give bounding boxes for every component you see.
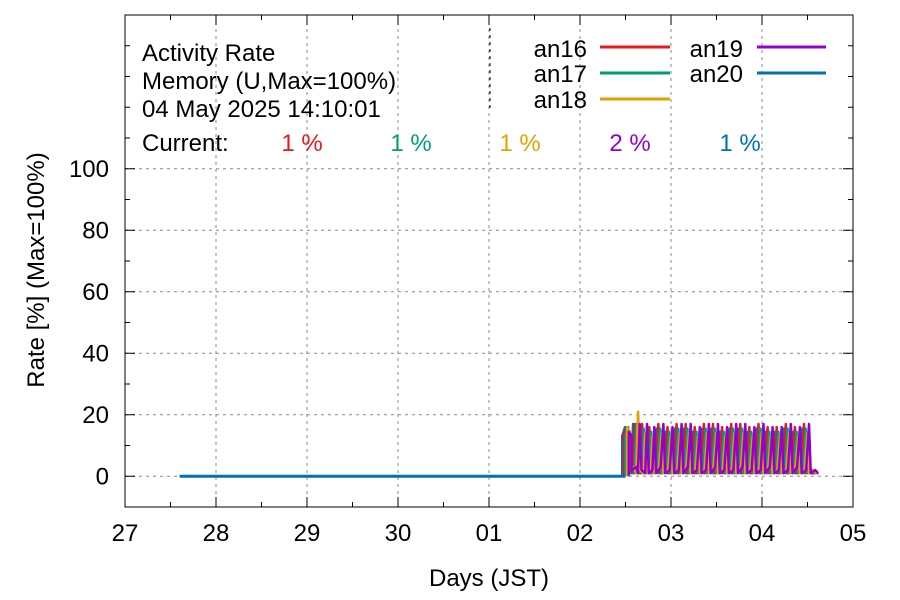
x-tick-label: 01 bbox=[476, 520, 503, 547]
x-tick-label: 29 bbox=[294, 520, 321, 547]
y-tick-label: 100 bbox=[69, 156, 109, 183]
current-value-an20: 1 % bbox=[719, 130, 760, 157]
legend-label-an19: an19 bbox=[690, 36, 743, 63]
chart-title: Activity Rate bbox=[142, 40, 275, 67]
y-tick-label: 0 bbox=[96, 463, 109, 490]
x-tick-label: 28 bbox=[203, 520, 230, 547]
current-values: 1 % 1 % 1 % 2 % 1 % bbox=[281, 130, 760, 157]
current-value-an18: 1 % bbox=[499, 130, 540, 157]
x-tick-label: 04 bbox=[749, 520, 776, 547]
y-tick-label: 40 bbox=[82, 340, 109, 367]
chart-subtitle: Memory (U,Max=100%) bbox=[142, 68, 396, 95]
chart-timestamp: 04 May 2025 14:10:01 bbox=[142, 96, 381, 123]
y-axis-ticks: 0 20 40 60 80 100 bbox=[69, 14, 853, 508]
legend-label-an18: an18 bbox=[534, 87, 587, 114]
plot-border bbox=[124, 14, 854, 508]
y-tick-label: 20 bbox=[82, 402, 109, 429]
grid-lines bbox=[125, 15, 853, 507]
current-label: Current: bbox=[142, 130, 229, 157]
y-tick-label: 60 bbox=[82, 279, 109, 306]
legend-label-an20: an20 bbox=[690, 61, 743, 88]
x-tick-label: 02 bbox=[567, 520, 594, 547]
x-tick-label: 05 bbox=[840, 520, 867, 547]
current-value-an19: 2 % bbox=[609, 130, 650, 157]
current-value-an16: 1 % bbox=[281, 130, 322, 157]
y-axis-label: Rate [%] (Max=100%) bbox=[23, 152, 50, 387]
x-axis-label: Days (JST) bbox=[429, 565, 549, 592]
x-tick-label: 03 bbox=[658, 520, 685, 547]
legend-label-an16: an16 bbox=[534, 36, 587, 63]
current-value-an17: 1 % bbox=[390, 130, 431, 157]
x-tick-label: 30 bbox=[385, 520, 412, 547]
plot-series bbox=[179, 410, 820, 478]
legend-label-an17: an17 bbox=[534, 61, 587, 88]
series-line-an19 bbox=[627, 422, 820, 477]
x-tick-label: 27 bbox=[112, 520, 139, 547]
y-tick-label: 80 bbox=[82, 217, 109, 244]
x-axis-ticks: 27 28 29 30 01 02 03 04 05 bbox=[112, 15, 867, 547]
